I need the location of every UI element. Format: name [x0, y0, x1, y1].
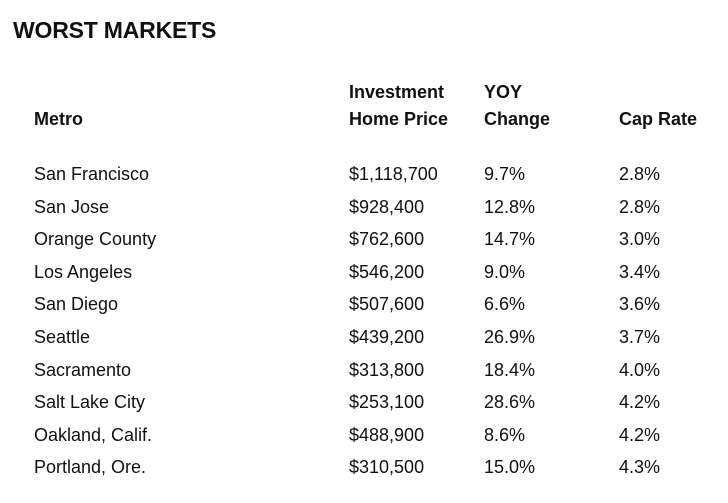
cell-yoy: 14.7%: [484, 229, 536, 250]
cell-price: $928,400: [349, 196, 425, 217]
cell-metro: Oakland, Calif.: [34, 424, 153, 445]
header-price-line1: Investment: [349, 82, 445, 102]
cell-yoy: 28.6%: [484, 392, 536, 413]
cell-price: $313,800: [349, 359, 425, 380]
cell-yoy: 9.7%: [484, 164, 526, 184]
cell-cap-rate: 3.4%: [619, 261, 661, 282]
table-row: Los Angeles $546,200 9.0% 3.4%: [0, 261, 728, 294]
cell-cap-rate: 3.7%: [619, 326, 661, 347]
cell-yoy: 18.4%: [484, 359, 536, 380]
cell-price: $439,200: [349, 326, 425, 347]
table-row: Portland, Ore. $310,500 15.0% 4.3%: [0, 456, 728, 489]
table-row: Seattle $439,200 26.9% 3.7%: [0, 326, 728, 359]
cell-metro: Los Angeles: [34, 261, 133, 282]
cell-price: $253,100: [349, 392, 425, 413]
cell-metro: Portland, Ore.: [34, 457, 147, 478]
cell-metro: San Francisco: [34, 164, 150, 184]
cell-cap-rate: 2.8%: [619, 164, 661, 184]
cell-cap-rate: 3.6%: [619, 294, 661, 315]
cell-metro: Orange County: [34, 229, 157, 250]
table-row: Orange County $762,600 14.7% 3.0%: [0, 228, 728, 261]
table-row: Salt Lake City $253,100 28.6% 4.2%: [0, 391, 728, 424]
cell-yoy: 8.6%: [484, 424, 526, 445]
cell-cap-rate: 3.0%: [619, 229, 661, 250]
cell-metro: San Jose: [34, 196, 110, 217]
header-yoy-line1: YOY: [484, 82, 523, 102]
header-metro: Metro: [34, 109, 83, 129]
cell-price: $310,500: [349, 457, 425, 478]
cell-cap-rate: 2.8%: [619, 196, 661, 217]
cell-cap-rate: 4.3%: [619, 457, 661, 478]
cell-price: $488,900: [349, 424, 425, 445]
header-cap-rate: Cap Rate: [619, 109, 698, 129]
table-row: San Diego $507,600 6.6% 3.6%: [0, 293, 728, 326]
cell-metro: San Diego: [34, 294, 119, 315]
cell-yoy: 26.9%: [484, 326, 536, 347]
cell-yoy: 15.0%: [484, 457, 536, 478]
table-row: San Jose $928,400 12.8% 2.8%: [0, 196, 728, 229]
cell-metro: Sacramento: [34, 359, 132, 380]
table-title: WORST MARKETS: [13, 17, 217, 43]
table-row: Sacramento $313,800 18.4% 4.0%: [0, 359, 728, 392]
cell-price: $1,118,700: [349, 164, 438, 184]
header-yoy-line2: Change: [484, 109, 551, 129]
cell-cap-rate: 4.2%: [619, 424, 661, 445]
header-price-line2: Home Price: [349, 109, 449, 129]
table-body: San Francisco $1,118,700 9.7% 2.8% San J…: [0, 163, 728, 489]
cell-metro: Salt Lake City: [34, 392, 146, 413]
cell-price: $762,600: [349, 229, 425, 250]
table-row: San Francisco $1,118,700 9.7% 2.8%: [0, 163, 728, 196]
cell-yoy: 6.6%: [484, 294, 526, 315]
cell-price: $507,600: [349, 294, 425, 315]
cell-cap-rate: 4.0%: [619, 359, 661, 380]
cell-yoy: 9.0%: [484, 261, 526, 282]
cell-metro: Seattle: [34, 326, 91, 347]
cell-yoy: 12.8%: [484, 196, 536, 217]
cell-cap-rate: 4.2%: [619, 392, 661, 413]
table-row: Oakland, Calif. $488,900 8.6% 4.2%: [0, 424, 728, 457]
cell-price: $546,200: [349, 261, 425, 282]
